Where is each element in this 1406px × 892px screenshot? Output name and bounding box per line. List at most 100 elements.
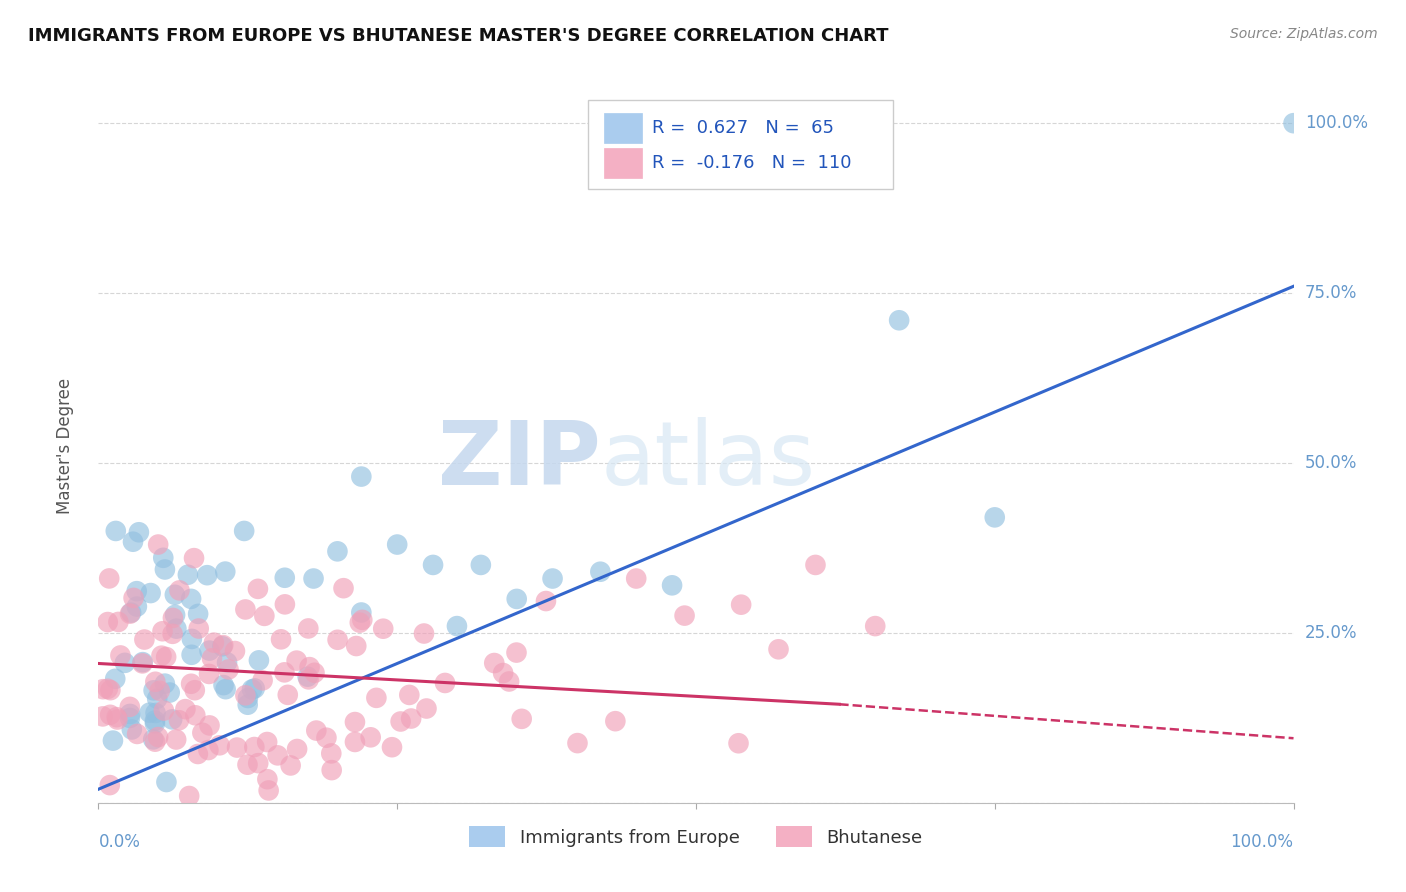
Point bbox=[149, 683, 172, 698]
Point bbox=[107, 615, 129, 629]
Point bbox=[360, 731, 382, 745]
Point bbox=[252, 673, 274, 688]
Point bbox=[233, 524, 256, 538]
Point bbox=[91, 682, 114, 697]
Point bbox=[174, 702, 197, 716]
Point bbox=[253, 608, 276, 623]
Point bbox=[183, 551, 205, 566]
Point bbox=[110, 648, 132, 663]
Point bbox=[97, 681, 120, 696]
Point bbox=[139, 586, 162, 600]
Point bbox=[125, 599, 148, 614]
Point bbox=[484, 656, 506, 670]
Point bbox=[146, 730, 169, 744]
Point bbox=[118, 711, 141, 725]
Point bbox=[153, 562, 176, 576]
Point bbox=[321, 747, 343, 761]
FancyBboxPatch shape bbox=[605, 112, 643, 143]
Point bbox=[366, 690, 388, 705]
Point bbox=[177, 567, 200, 582]
Point bbox=[257, 783, 280, 797]
Point bbox=[385, 537, 409, 551]
Point bbox=[107, 713, 129, 727]
Point bbox=[661, 578, 683, 592]
Point bbox=[274, 598, 297, 612]
Point bbox=[122, 534, 145, 549]
Point bbox=[297, 622, 319, 636]
Point bbox=[187, 607, 209, 621]
Point bbox=[101, 733, 124, 747]
Point bbox=[446, 619, 468, 633]
Point bbox=[298, 660, 321, 674]
Point bbox=[274, 571, 297, 585]
Point bbox=[104, 672, 127, 686]
Point bbox=[198, 643, 221, 657]
Point bbox=[127, 727, 149, 741]
Point bbox=[534, 594, 557, 608]
Point bbox=[198, 667, 221, 681]
Point bbox=[389, 714, 412, 729]
Point bbox=[169, 583, 191, 598]
Point bbox=[187, 622, 209, 636]
Point bbox=[202, 635, 225, 649]
Point bbox=[145, 706, 167, 720]
Point bbox=[506, 591, 529, 606]
Point bbox=[492, 666, 515, 681]
Point bbox=[285, 654, 308, 668]
Point bbox=[143, 714, 166, 728]
Point bbox=[153, 704, 176, 718]
Point bbox=[350, 606, 373, 620]
Point bbox=[98, 778, 121, 792]
Point bbox=[146, 691, 169, 706]
Point bbox=[280, 758, 302, 772]
Point bbox=[415, 701, 437, 715]
Point bbox=[470, 558, 492, 572]
Point bbox=[344, 639, 367, 653]
Point bbox=[214, 682, 236, 697]
Point bbox=[984, 510, 1007, 524]
Point bbox=[567, 736, 589, 750]
Point bbox=[197, 743, 219, 757]
Point bbox=[98, 571, 121, 585]
Point bbox=[97, 615, 120, 629]
Point bbox=[273, 665, 295, 680]
Point bbox=[373, 622, 395, 636]
Point bbox=[187, 747, 209, 761]
Point bbox=[277, 688, 299, 702]
Point bbox=[236, 698, 259, 712]
Point bbox=[120, 606, 142, 620]
Point bbox=[270, 632, 292, 647]
Text: R =  0.627   N =  65: R = 0.627 N = 65 bbox=[652, 119, 834, 136]
Point bbox=[180, 591, 202, 606]
Point bbox=[131, 657, 153, 671]
Point bbox=[236, 757, 259, 772]
Text: 100.0%: 100.0% bbox=[1305, 114, 1368, 132]
Point bbox=[498, 674, 520, 689]
Point bbox=[304, 665, 326, 680]
Point bbox=[165, 607, 187, 622]
Text: 100.0%: 100.0% bbox=[1230, 833, 1294, 851]
Point bbox=[246, 582, 269, 596]
Text: 75.0%: 75.0% bbox=[1305, 284, 1357, 302]
Point bbox=[285, 742, 308, 756]
Point bbox=[422, 558, 444, 572]
Point bbox=[152, 550, 174, 565]
Point bbox=[118, 706, 141, 721]
Point bbox=[510, 712, 533, 726]
Point bbox=[105, 710, 128, 724]
Point bbox=[155, 775, 177, 789]
Point bbox=[321, 763, 343, 777]
Point bbox=[727, 736, 749, 750]
Point bbox=[104, 524, 127, 538]
Point bbox=[165, 622, 187, 636]
Point bbox=[218, 662, 240, 676]
Point bbox=[131, 655, 153, 669]
Point bbox=[247, 756, 270, 771]
Point bbox=[398, 688, 420, 702]
Point bbox=[180, 648, 202, 662]
Point bbox=[626, 572, 648, 586]
Point bbox=[243, 739, 266, 754]
Point bbox=[605, 714, 627, 728]
Point bbox=[150, 648, 173, 663]
Point bbox=[212, 638, 235, 652]
